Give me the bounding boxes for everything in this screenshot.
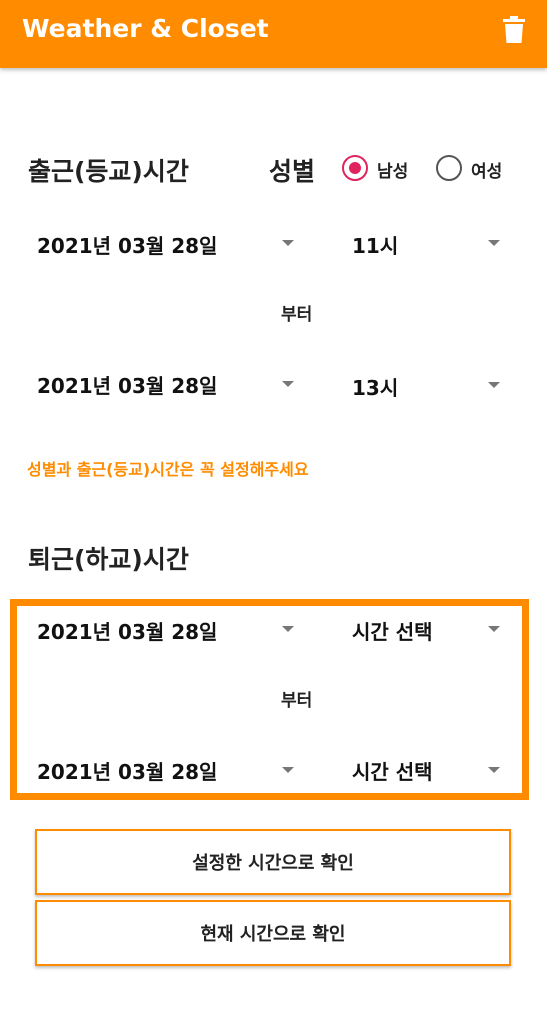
- gender-female-label[interactable]: 여성: [471, 162, 503, 182]
- gender-male-label[interactable]: 남성: [377, 162, 409, 182]
- commute-start-date-arrow-icon[interactable]: [282, 240, 294, 246]
- gender-female-radio[interactable]: [436, 155, 462, 181]
- commute-start-hour-value: 11시: [352, 234, 399, 258]
- app-title: Weather & Closet: [22, 14, 269, 43]
- gender-male-radio[interactable]: [342, 155, 368, 181]
- return-time-picker-box: [10, 599, 529, 800]
- return-time-label: 퇴근(하교)시간: [28, 545, 189, 574]
- commute-end-date-arrow-icon[interactable]: [282, 381, 294, 387]
- commute-start-hour-arrow-icon[interactable]: [488, 240, 500, 246]
- return-start-date-value: 2021년 03월 28일: [37, 620, 218, 644]
- commute-end-date-value: 2021년 03월 28일: [37, 374, 218, 398]
- commute-from-label: 부터: [281, 305, 313, 325]
- commute-end-hour-value: 13시: [352, 376, 399, 400]
- app-bar: Weather & Closet: [0, 0, 547, 68]
- return-start-hour-arrow-icon[interactable]: [488, 626, 500, 632]
- return-from-label: 부터: [281, 691, 313, 711]
- return-end-date-value: 2021년 03월 28일: [37, 760, 218, 784]
- commute-time-label: 출근(등교)시간: [28, 157, 189, 186]
- trash-icon[interactable]: [501, 15, 527, 45]
- return-end-hour-arrow-icon[interactable]: [488, 767, 500, 773]
- return-start-hour-value: 시간 선택: [352, 620, 433, 644]
- check-set-time-button[interactable]: 설정한 시간으로 확인: [35, 829, 511, 895]
- return-end-hour-value: 시간 선택: [352, 760, 433, 784]
- check-current-time-button[interactable]: 현재 시간으로 확인: [35, 900, 511, 966]
- commute-start-date-value: 2021년 03월 28일: [37, 234, 218, 258]
- return-end-date-arrow-icon[interactable]: [282, 767, 294, 773]
- required-warning-text: 성별과 출근(등교)시간은 꼭 설정해주세요: [27, 460, 309, 479]
- commute-end-hour-arrow-icon[interactable]: [488, 382, 500, 388]
- return-start-date-arrow-icon[interactable]: [282, 626, 294, 632]
- gender-label: 성별: [269, 157, 316, 186]
